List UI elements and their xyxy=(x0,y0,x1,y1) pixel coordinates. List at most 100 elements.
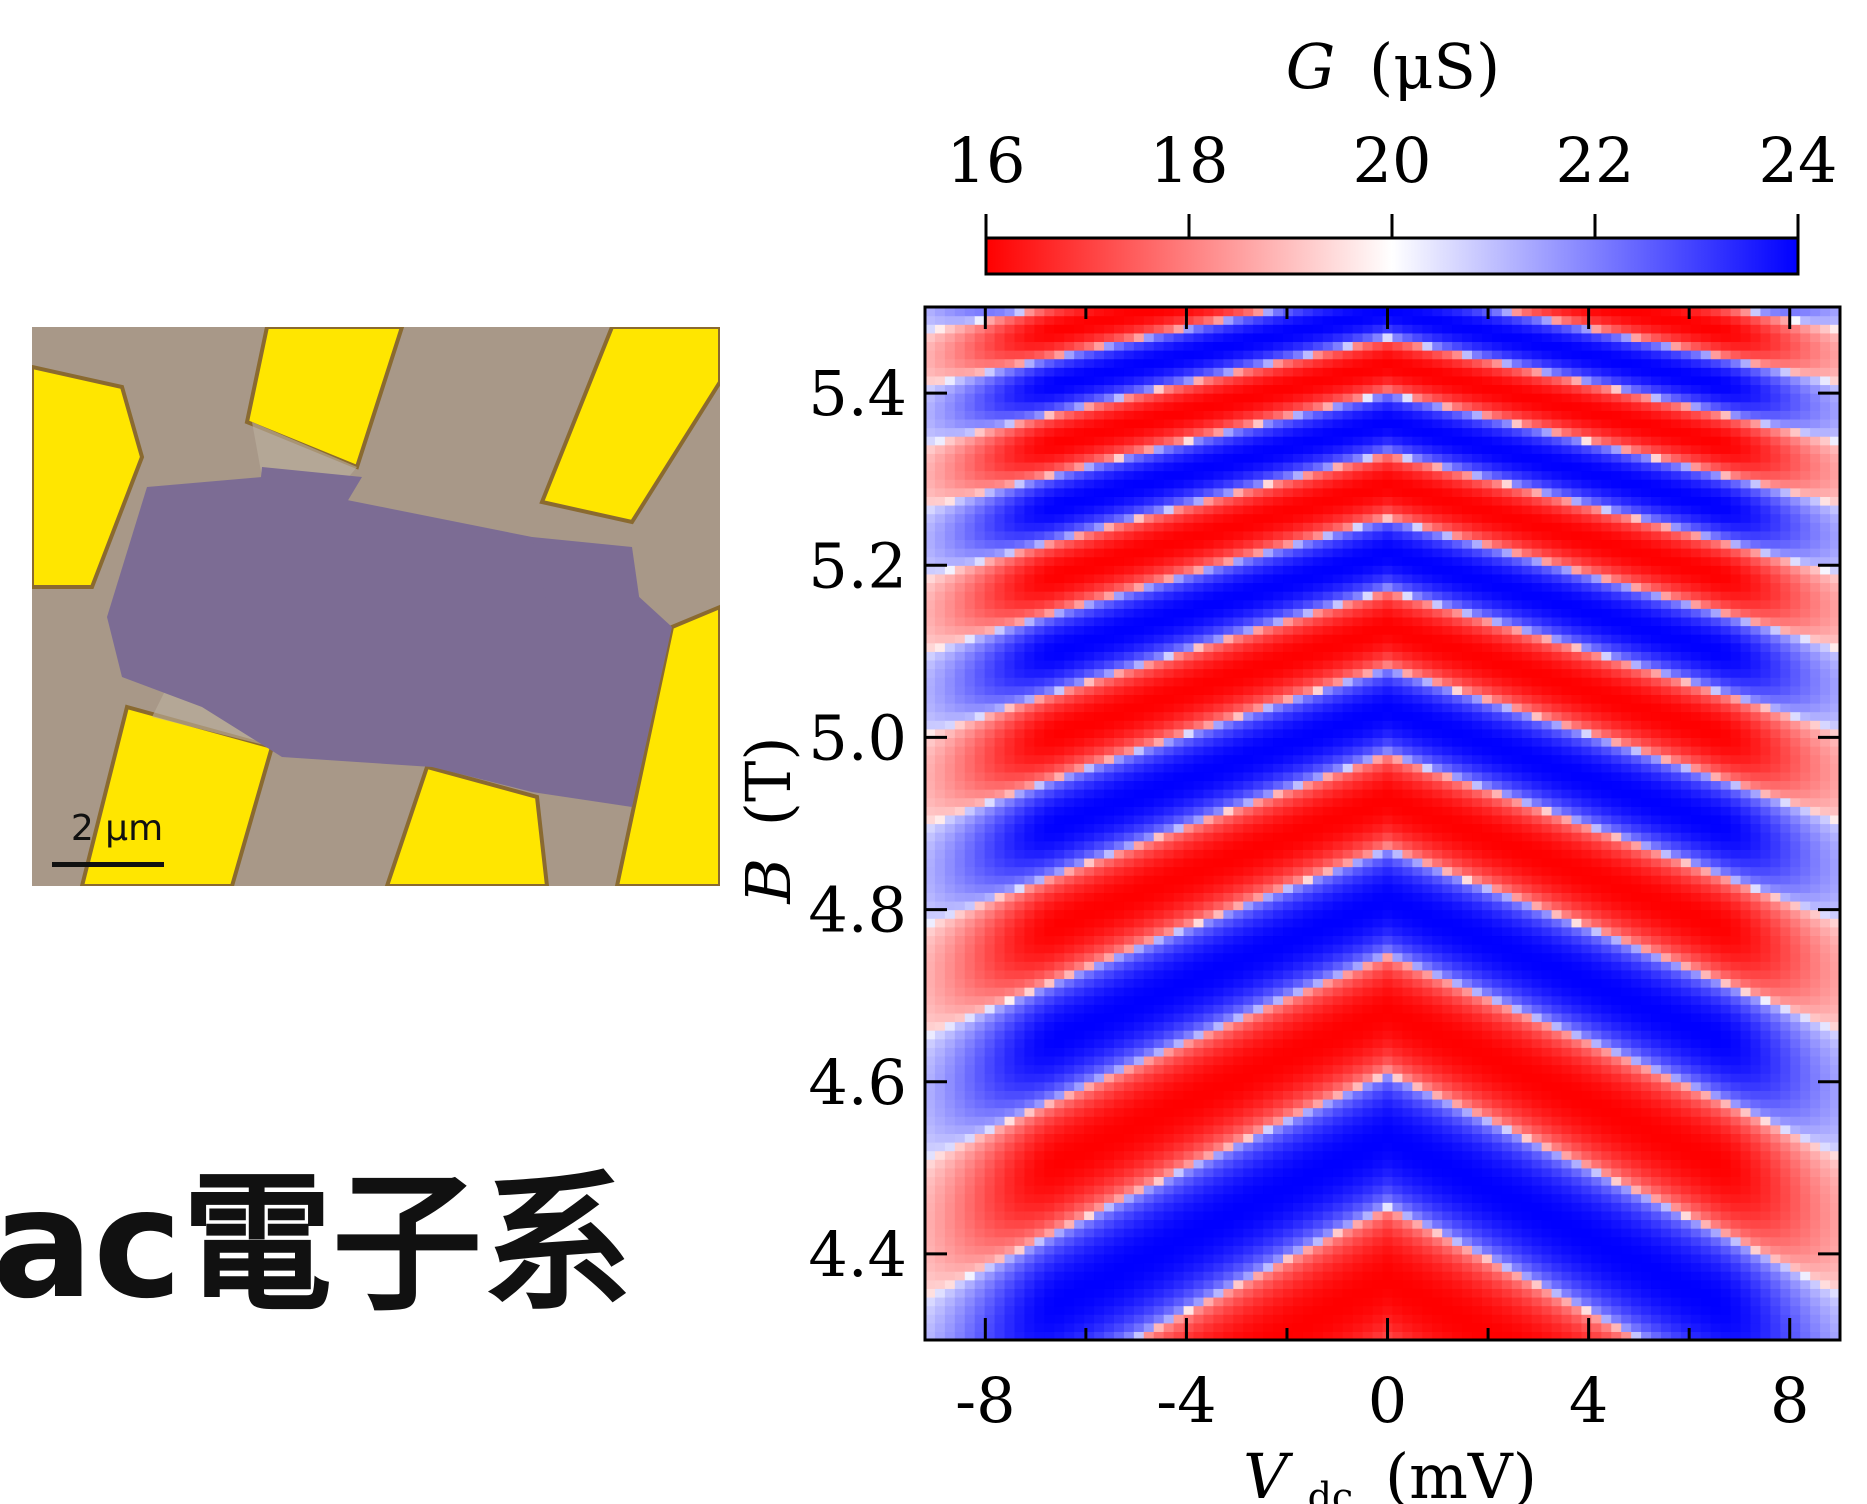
heatmap-cell xyxy=(964,1305,976,1315)
heatmap-cell xyxy=(964,789,976,799)
heatmap-cell xyxy=(984,900,996,911)
heatmap-cell xyxy=(1193,1116,1205,1126)
heatmap-cell xyxy=(1302,634,1314,644)
heatmap-cell xyxy=(1024,909,1036,919)
heatmap-cell xyxy=(1183,1296,1195,1307)
heatmap-cell xyxy=(1203,393,1215,403)
heatmap-cell xyxy=(994,1047,1006,1057)
heatmap-cell xyxy=(1283,995,1294,1005)
heatmap-cell xyxy=(925,1245,936,1255)
heatmap-cell xyxy=(1054,599,1065,609)
heatmap-cell xyxy=(1203,702,1215,713)
heatmap-cell xyxy=(994,539,1006,549)
heatmap-cell xyxy=(1064,1288,1075,1298)
heatmap-cell xyxy=(1064,1150,1075,1160)
heatmap-cell xyxy=(994,961,1006,971)
heatmap-cell xyxy=(1213,806,1224,816)
heatmap-cell xyxy=(1173,461,1185,472)
heatmap-cell xyxy=(1123,513,1135,523)
heatmap-cell xyxy=(1233,1202,1244,1212)
heatmap-cell xyxy=(1263,1253,1274,1264)
heatmap-cell xyxy=(1193,746,1205,756)
heatmap-cell xyxy=(1283,1271,1294,1281)
heatmap-cell xyxy=(1263,849,1274,859)
heatmap-cell xyxy=(964,771,976,782)
heatmap-cell xyxy=(1263,608,1274,618)
heatmap-cell xyxy=(964,1090,976,1100)
heatmap-cell xyxy=(994,763,1006,773)
heatmap-cell xyxy=(954,418,966,429)
heatmap-cell xyxy=(1193,436,1205,446)
heatmap-cell xyxy=(1273,1167,1284,1178)
heatmap-cell xyxy=(1322,918,1334,928)
heatmap-cell xyxy=(954,763,966,773)
heatmap-cell xyxy=(1273,530,1284,541)
heatmap-cell xyxy=(1004,1185,1016,1195)
heatmap-cell xyxy=(1123,548,1135,558)
heatmap-cell xyxy=(1064,1228,1075,1238)
heatmap-cell xyxy=(1153,1167,1165,1178)
heatmap-cell xyxy=(1074,487,1085,497)
heatmap-cell xyxy=(1024,1021,1036,1031)
heatmap-cell xyxy=(1064,548,1075,558)
heatmap-cell xyxy=(1113,771,1125,782)
heatmap-cell xyxy=(1084,453,1095,463)
heatmap-cell xyxy=(1203,832,1215,842)
heatmap-cell xyxy=(944,479,956,489)
heatmap-cell xyxy=(1064,754,1075,764)
heatmap-cell xyxy=(1084,763,1095,773)
heatmap-cell xyxy=(994,591,1006,601)
heatmap-cell xyxy=(1074,746,1085,756)
heatmap-cell xyxy=(1203,1159,1215,1169)
heatmap-cell xyxy=(1074,987,1085,997)
heatmap-cell xyxy=(1163,608,1175,618)
heatmap-cell xyxy=(1193,1047,1205,1057)
heatmap-cell xyxy=(944,728,956,739)
heatmap-cell xyxy=(1263,479,1274,489)
heatmap-cell xyxy=(1322,1047,1334,1057)
heatmap-cell xyxy=(1273,1193,1284,1203)
heatmap-cell xyxy=(1054,926,1065,937)
heatmap-cell xyxy=(1104,1142,1115,1152)
heatmap-cell xyxy=(1302,746,1314,756)
heatmap-cell xyxy=(1292,978,1304,988)
heatmap-cell xyxy=(1193,573,1205,584)
heatmap-cell xyxy=(1123,401,1135,411)
heatmap-cell xyxy=(1054,814,1065,825)
heatmap-cell xyxy=(1243,418,1254,429)
heatmap-cell xyxy=(1213,582,1224,592)
heatmap-cell xyxy=(1253,1073,1264,1083)
heatmap-cell xyxy=(1123,1159,1135,1169)
heatmap-cell xyxy=(1024,685,1036,695)
heatmap-cell xyxy=(1123,806,1135,816)
heatmap-cell xyxy=(1173,849,1185,859)
heatmap-cell xyxy=(1064,909,1075,919)
heatmap-cell xyxy=(925,866,936,876)
heatmap-cell xyxy=(994,1193,1006,1203)
heatmap-cell xyxy=(1263,926,1274,937)
heatmap-cell xyxy=(984,875,996,885)
heatmap-cell xyxy=(1074,324,1085,334)
heatmap-cell xyxy=(1243,875,1254,885)
heatmap-cell xyxy=(1133,685,1145,695)
heatmap-cell xyxy=(1243,1305,1254,1315)
heatmap-cell xyxy=(994,1228,1006,1238)
heatmap-cell xyxy=(925,556,936,566)
heatmap-cell xyxy=(1044,978,1055,988)
heatmap-cell xyxy=(1253,1064,1264,1074)
heatmap-cell xyxy=(1283,436,1294,446)
heatmap-cell xyxy=(974,341,986,351)
heatmap-cell xyxy=(1223,1245,1234,1255)
heatmap-cell xyxy=(1312,1245,1324,1255)
heatmap-cell xyxy=(1223,1133,1234,1143)
heatmap-cell xyxy=(1283,1081,1294,1091)
heatmap-cell xyxy=(1034,642,1045,652)
heatmap-cell xyxy=(1223,642,1234,652)
heatmap-cell xyxy=(1133,599,1145,609)
heatmap-cell xyxy=(1223,1090,1234,1100)
heatmap-cell xyxy=(1004,1047,1016,1057)
heatmap-cell xyxy=(974,384,986,394)
heatmap-cell xyxy=(1263,1279,1274,1289)
heatmap-cell xyxy=(1273,711,1284,721)
heatmap-cell xyxy=(1302,436,1314,446)
